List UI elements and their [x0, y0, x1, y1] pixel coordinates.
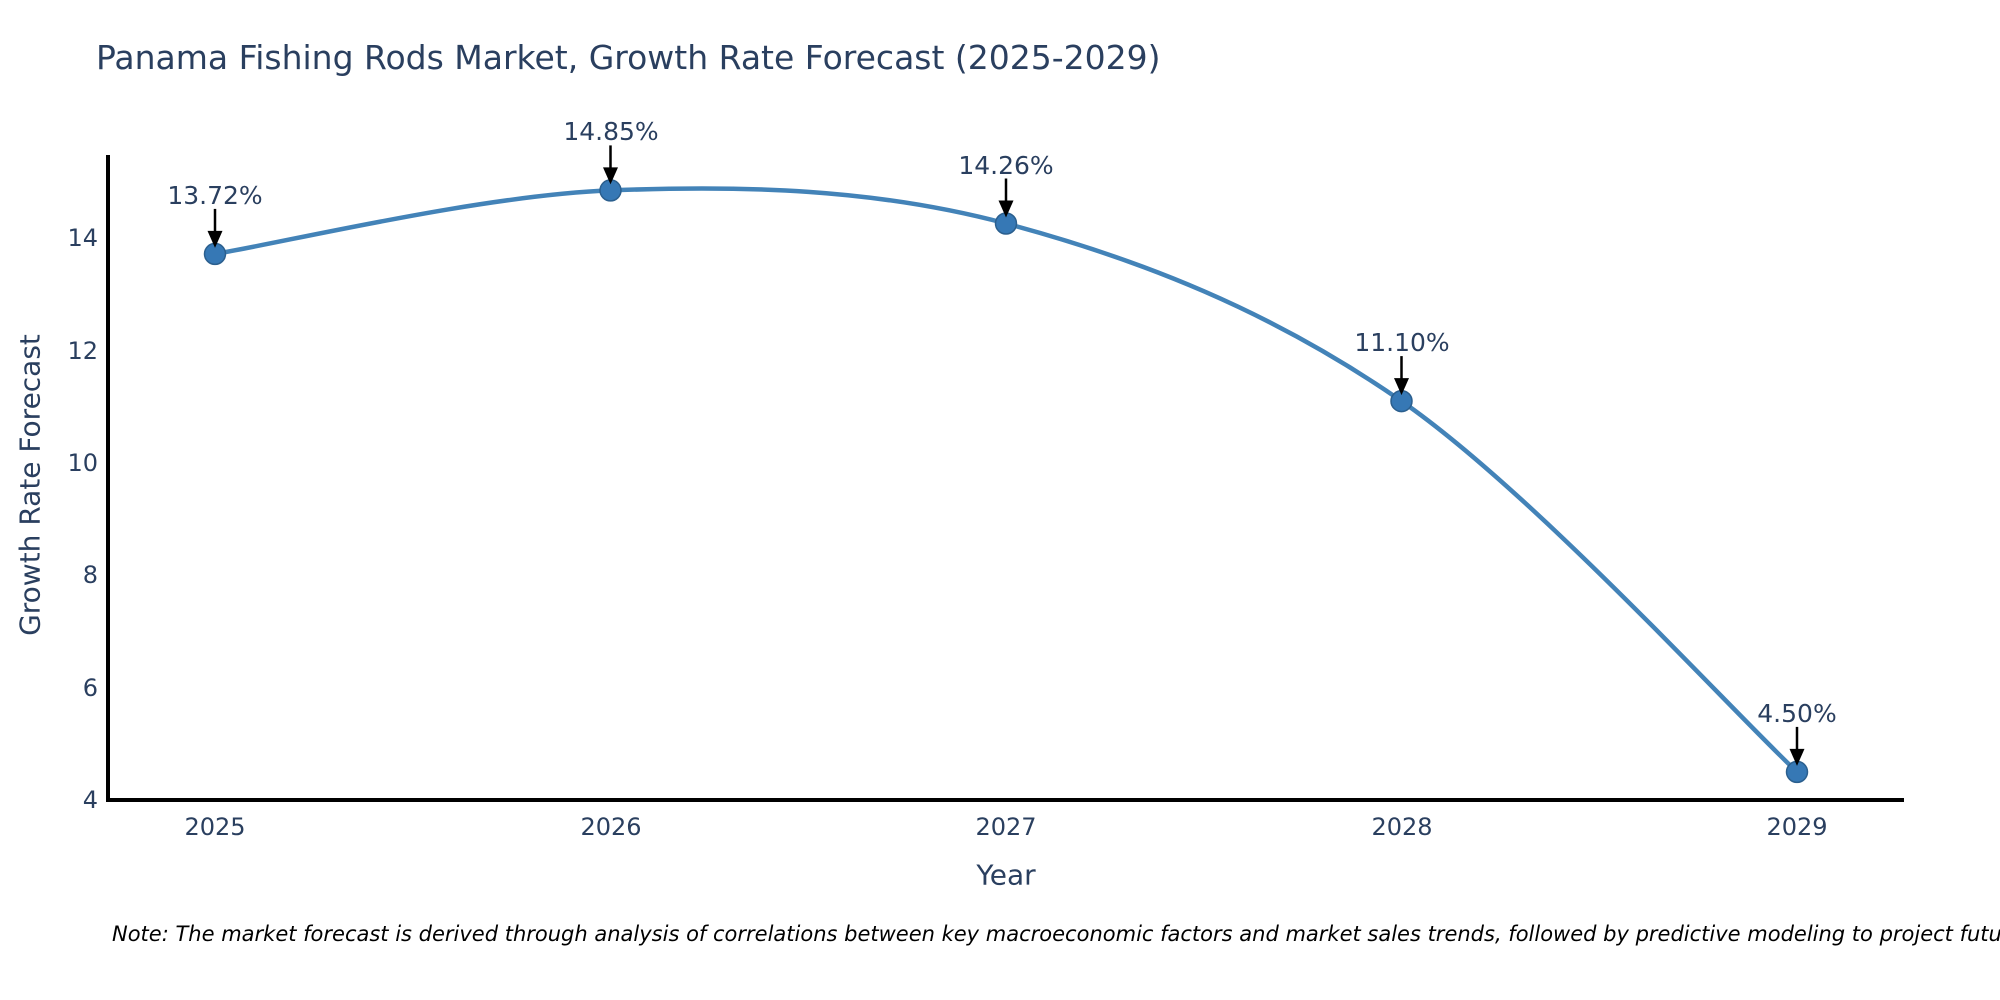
y-tick-12: 12 — [67, 337, 98, 365]
point-label-2027: 14.26% — [958, 151, 1054, 180]
y-tick-6: 6 — [82, 674, 98, 702]
y-tick-10: 10 — [67, 449, 98, 477]
annotation-arrow-head — [998, 200, 1014, 218]
y-tick-14: 14 — [67, 224, 98, 252]
footnote: Note: The market forecast is derived thr… — [112, 922, 2000, 946]
annotation-arrow-head — [603, 167, 618, 185]
annotation-arrow-head — [207, 230, 223, 248]
y-tick-4: 4 — [82, 786, 98, 814]
point-label-2026: 14.85% — [563, 117, 659, 146]
x-tick-2025: 2025 — [184, 813, 246, 841]
y-tick-8: 8 — [82, 561, 98, 589]
point-label-2025: 13.72% — [167, 181, 263, 210]
x-tick-2028: 2028 — [1371, 813, 1433, 841]
x-axis-title: Year — [976, 858, 1036, 892]
forecast-line — [212, 186, 1800, 775]
y-axis-title: Growth Rate Forecast — [13, 334, 47, 636]
x-tick-2026: 2026 — [580, 813, 642, 841]
annotation-arrow-head — [1789, 748, 1805, 766]
chart-title: Panama Fishing Rods Market, Growth Rate … — [96, 38, 1161, 77]
point-label-2029: 4.50% — [1757, 699, 1837, 728]
x-tick-2029: 2029 — [1766, 813, 1828, 841]
point-label-2028: 11.10% — [1354, 328, 1450, 357]
x-tick-2027: 2027 — [975, 813, 1037, 841]
annotation-arrow-head — [1394, 378, 1409, 396]
